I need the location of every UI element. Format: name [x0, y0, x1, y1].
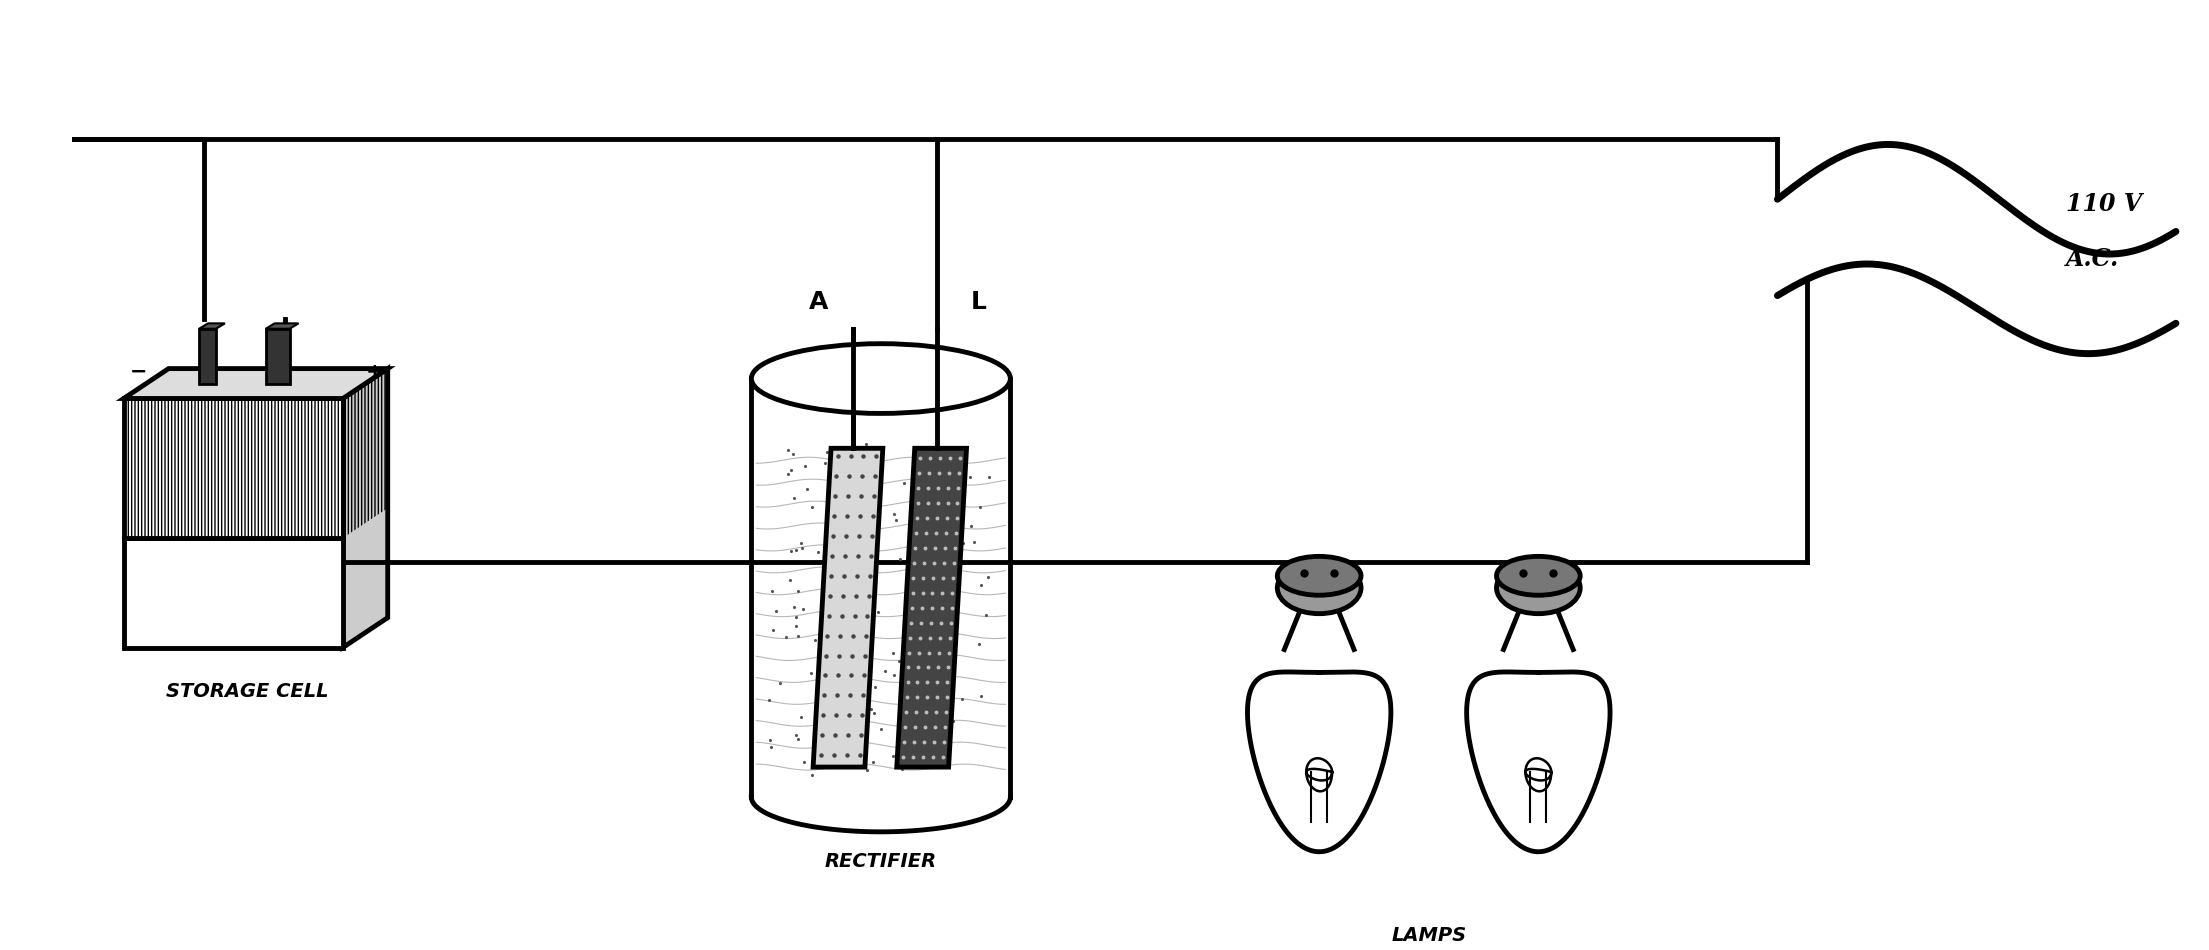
Bar: [124, 398, 342, 538]
Text: L: L: [972, 290, 987, 314]
Bar: [265, 329, 289, 384]
Text: STORAGE CELL: STORAGE CELL: [166, 682, 327, 701]
Bar: [751, 378, 1010, 797]
Bar: [199, 329, 216, 384]
Ellipse shape: [1277, 557, 1361, 596]
Text: LAMPS: LAMPS: [1392, 926, 1467, 945]
Ellipse shape: [1495, 557, 1579, 596]
Text: A.C.: A.C.: [2065, 247, 2121, 271]
Text: 110 V: 110 V: [2065, 192, 2143, 217]
Text: +: +: [364, 362, 382, 382]
Ellipse shape: [1495, 561, 1579, 614]
Polygon shape: [1283, 608, 1354, 650]
Polygon shape: [1248, 672, 1392, 852]
Polygon shape: [1467, 672, 1610, 852]
Text: −: −: [130, 362, 148, 382]
Text: RECTIFIER: RECTIFIER: [824, 852, 937, 871]
Ellipse shape: [1277, 561, 1361, 614]
Bar: [124, 398, 342, 538]
Ellipse shape: [751, 344, 1010, 413]
Polygon shape: [342, 369, 389, 648]
Polygon shape: [124, 369, 389, 398]
Text: A: A: [808, 290, 828, 314]
Polygon shape: [199, 323, 225, 329]
Polygon shape: [813, 448, 884, 767]
Polygon shape: [1504, 608, 1573, 650]
Polygon shape: [897, 448, 968, 767]
Bar: [124, 538, 342, 648]
Polygon shape: [265, 323, 298, 329]
